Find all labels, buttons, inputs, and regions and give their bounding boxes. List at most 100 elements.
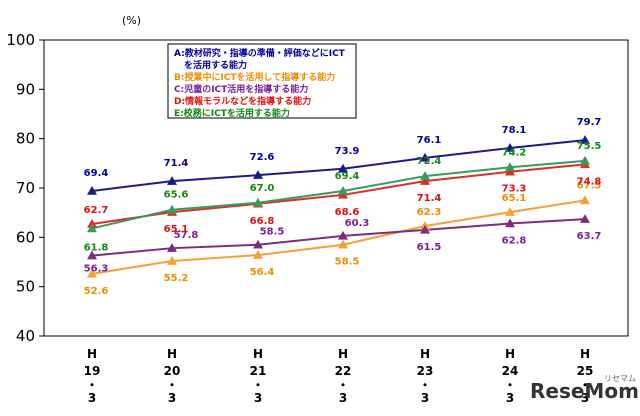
data-label: 63.7 — [577, 231, 602, 242]
data-point — [167, 176, 177, 185]
data-point — [253, 170, 263, 179]
x-category-part: H — [167, 347, 177, 361]
data-point — [580, 135, 590, 144]
data-label: 73.9 — [335, 146, 360, 157]
y-unit-label: (%) — [122, 14, 141, 27]
x-category-part: 3 — [339, 391, 347, 405]
x-category-part: 3 — [421, 391, 429, 405]
x-category-part: 19 — [84, 364, 101, 378]
data-label: 78.1 — [502, 125, 527, 136]
data-label: 79.7 — [577, 117, 602, 128]
data-label: 56.3 — [84, 264, 109, 275]
x-category-part: 3 — [88, 391, 96, 405]
x-category-part: H — [420, 347, 430, 361]
x-category-label: H 23・3 — [417, 347, 434, 405]
data-label: 73.3 — [502, 184, 527, 195]
x-category-part: H — [338, 347, 348, 361]
data-label: 69.4 — [335, 171, 360, 182]
data-label: 55.2 — [164, 273, 189, 284]
data-point — [420, 152, 430, 162]
data-point — [338, 230, 348, 240]
data-point — [505, 162, 515, 172]
data-label: 68.6 — [335, 207, 360, 218]
legend: A:教材研究・指導の準備・評価などにICTを活用する能力B:授業中にICTを活用… — [167, 43, 357, 119]
y-tick-label: 50 — [16, 278, 35, 296]
data-label: 60.3 — [345, 218, 370, 229]
x-category-part: 24 — [502, 364, 519, 378]
data-label: 57.8 — [174, 230, 199, 241]
x-category-part: ・ — [419, 378, 431, 392]
legend-entry: を活用する能力 — [184, 59, 247, 71]
data-point — [580, 214, 590, 223]
x-category-part: ・ — [252, 378, 264, 392]
x-category-part: 3 — [168, 391, 176, 405]
data-label: 58.5 — [335, 257, 360, 268]
legend-entry: A:教材研究・指導の準備・評価などにICT — [174, 47, 346, 59]
data-point — [420, 171, 430, 180]
x-category-part: 21 — [250, 364, 267, 378]
y-tick-labels: 40 50 60 70 80 90 100 — [6, 31, 35, 345]
data-label: 75.5 — [577, 141, 602, 152]
data-point — [167, 256, 177, 265]
legend-entry: C:児童のICT活用を指導する能力 — [174, 83, 308, 95]
data-labels: 69.4 71.4 72.6 73.9 76.1 78.1 79.7 52.6 55.2 56.4… — [84, 117, 602, 297]
data-label: 58.5 — [260, 227, 285, 238]
data-point — [87, 219, 97, 228]
data-label: 71.4 — [417, 193, 442, 204]
data-point — [505, 166, 515, 176]
y-tick-label: 60 — [16, 228, 35, 246]
x-category-part: ・ — [337, 378, 349, 392]
legend-entry: D:情報モラルなどを指導する能力 — [174, 95, 311, 107]
y-tick-label: 100 — [6, 31, 35, 49]
data-label: 61.8 — [84, 242, 109, 253]
legend-entry: B:授業中にICTを活用して指導する能力 — [174, 71, 335, 83]
data-label: 66.8 — [250, 216, 275, 227]
x-category-part: ・ — [166, 378, 178, 392]
x-category-label: H 24・3 — [502, 347, 519, 405]
x-category-part: 3 — [254, 391, 262, 405]
x-category-part: 23 — [417, 364, 434, 378]
data-point — [253, 250, 263, 259]
watermark-subtext: リセマム — [604, 374, 636, 383]
data-point — [87, 185, 97, 195]
data-point — [87, 250, 97, 260]
data-point — [505, 218, 515, 228]
data-label: 62.3 — [417, 207, 442, 218]
data-label: 65.1 — [502, 193, 527, 204]
x-category-part: 22 — [335, 364, 352, 378]
data-label: 71.4 — [164, 158, 189, 169]
data-point — [87, 223, 97, 233]
x-category-label: H 20・3 — [164, 347, 181, 405]
x-category-label: H 22・3 — [335, 347, 352, 405]
data-label: 67.5 — [577, 180, 602, 191]
y-tick-label: 40 — [16, 327, 35, 345]
data-label: 52.6 — [84, 286, 109, 297]
x-category-part: ・ — [504, 378, 516, 392]
data-point — [505, 143, 515, 152]
x-category-part: ・ — [86, 378, 98, 392]
data-label: 56.4 — [250, 267, 275, 278]
data-label: 74.8 — [577, 176, 602, 187]
data-label: 72.6 — [250, 152, 275, 163]
data-point — [420, 176, 430, 185]
data-point — [253, 239, 263, 249]
x-category-part: H — [505, 347, 515, 361]
data-point — [87, 268, 97, 278]
y-tick-label: 90 — [16, 80, 35, 98]
axes — [39, 39, 629, 337]
x-category-label: H 21・3 — [250, 347, 267, 405]
x-category-part: 3 — [506, 391, 514, 405]
y-tick-label: 70 — [16, 179, 35, 197]
data-point — [338, 185, 348, 195]
data-label: 65.1 — [164, 224, 189, 235]
data-label: 65.6 — [164, 190, 189, 201]
x-category-part: 20 — [164, 364, 181, 378]
data-point — [253, 197, 263, 207]
series-markers — [87, 135, 590, 278]
data-point — [338, 239, 348, 249]
x-category-label: H 19・3 — [84, 347, 101, 405]
data-point — [167, 243, 177, 252]
x-category-part: H — [580, 347, 590, 361]
x-category-part: H — [253, 347, 263, 361]
